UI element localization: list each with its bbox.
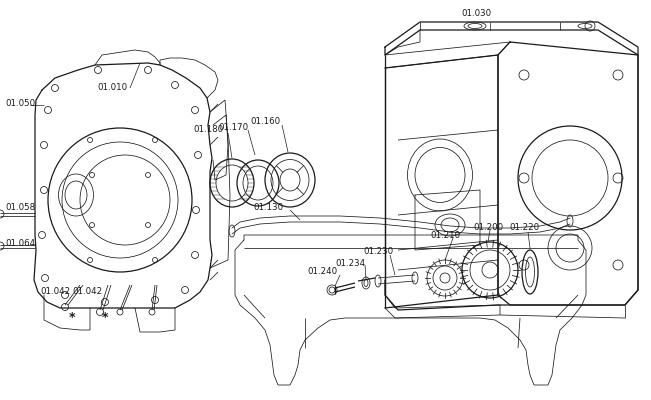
Text: 01.042: 01.042 [40, 286, 70, 296]
Text: 01.230: 01.230 [363, 248, 393, 256]
Text: 01.050: 01.050 [5, 100, 35, 108]
Text: *: * [102, 312, 108, 324]
Text: 01.170: 01.170 [218, 122, 248, 132]
Text: 01.030: 01.030 [461, 10, 491, 18]
Text: 01.064: 01.064 [5, 238, 35, 248]
Text: 01.180: 01.180 [193, 126, 223, 134]
Text: 01.160: 01.160 [250, 116, 280, 126]
Text: 01.220: 01.220 [509, 224, 539, 232]
Text: 01.234: 01.234 [335, 258, 365, 268]
Text: 01.010: 01.010 [97, 84, 127, 92]
Text: 01.042: 01.042 [72, 286, 102, 296]
Text: *: * [69, 312, 76, 324]
Text: 01.058: 01.058 [5, 204, 35, 212]
Text: 01.240: 01.240 [307, 268, 337, 276]
Text: 01.130: 01.130 [253, 204, 283, 212]
Text: 01.200: 01.200 [473, 224, 503, 232]
Text: 01.210: 01.210 [430, 230, 460, 240]
